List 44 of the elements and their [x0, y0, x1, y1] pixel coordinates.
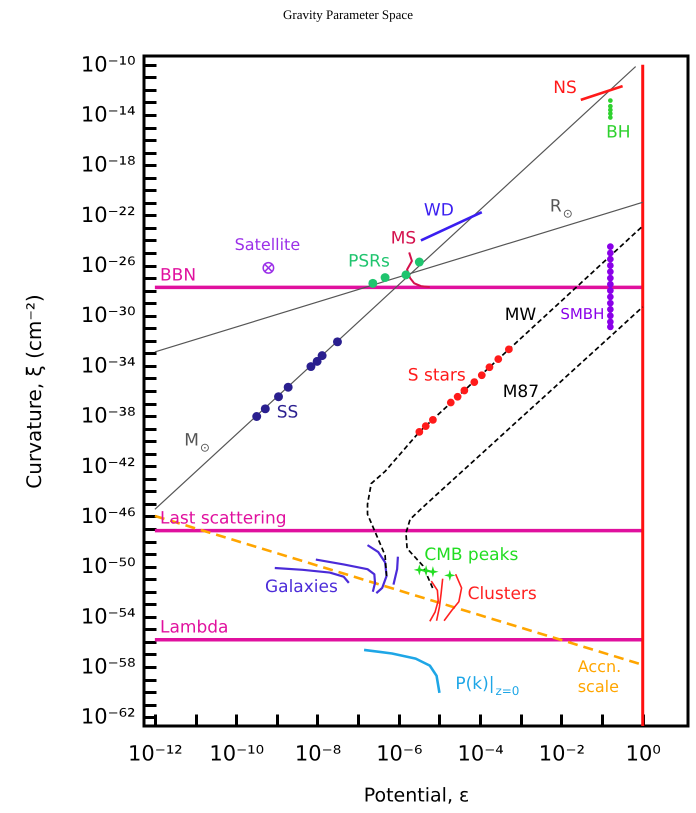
ref-line-label: Last scattering: [160, 508, 287, 529]
y-tick-label: 10⁻⁴⁶: [80, 504, 136, 528]
ref-line-label: Lambda: [160, 618, 228, 638]
series-label: MS: [390, 228, 416, 248]
series-label: PSRs: [348, 251, 390, 272]
series-label: SS: [276, 402, 298, 422]
y-tick-label: 10⁻²⁶: [80, 253, 136, 278]
x-tick-label: 10⁻⁶: [376, 742, 422, 766]
x-tick-label: 10⁻⁸: [294, 742, 342, 766]
x-tick-label: 10⁻⁴: [457, 742, 504, 766]
x-tick-label: 10⁻¹²: [128, 742, 183, 766]
x-tick-label: 10⁻¹⁰: [209, 742, 264, 766]
y-tick-label: 10⁻³⁴: [80, 353, 136, 378]
y-tick-label: 10⁻²²: [80, 202, 136, 227]
y-tick-label: 10⁻¹⁴: [80, 102, 136, 126]
series-label: CMB peaks: [424, 544, 518, 565]
series-label: MW: [504, 305, 536, 326]
series-label: WD: [424, 200, 454, 220]
series-label: S stars: [408, 366, 466, 386]
x-axis-title: Potential, ε: [364, 784, 470, 806]
ref-line-label: BBN: [160, 265, 196, 286]
series-label: M⊙: [184, 430, 210, 454]
y-tick-label: 10⁻⁵⁸: [80, 654, 136, 679]
series-label: Satellite: [234, 234, 300, 254]
chart-title: Gravity Parameter Space: [283, 6, 414, 22]
y-tick-label: 10⁻³⁰: [80, 303, 136, 328]
y-tick-label: 10⁻⁶²: [80, 704, 136, 729]
y-tick-label: 10⁻³⁸: [80, 404, 136, 428]
y-tick-label: 10⁻⁵⁴: [80, 604, 136, 628]
series-label: SMBH: [560, 304, 604, 323]
y-tick-label: 10⁻¹⁸: [80, 152, 136, 177]
x-tick-label: 10⁰: [626, 742, 661, 766]
series-label: Galaxies: [264, 576, 338, 597]
series-label: M87: [502, 382, 540, 402]
series-label: Clusters: [468, 584, 537, 604]
series-label: BH: [606, 122, 631, 142]
series-label: NS: [553, 78, 577, 98]
series-label: R⊙: [550, 196, 573, 220]
series-label: Accn. scale: [578, 656, 622, 696]
y-tick-label: 10⁻⁵⁰: [80, 554, 136, 578]
x-tick-label: 10⁻²: [538, 742, 586, 766]
y-axis-title: Curvature, ξ (cm⁻²): [22, 294, 46, 489]
y-tick-label: 10⁻⁴²: [80, 454, 136, 478]
y-tick-label: 10⁻¹⁰: [80, 52, 136, 76]
